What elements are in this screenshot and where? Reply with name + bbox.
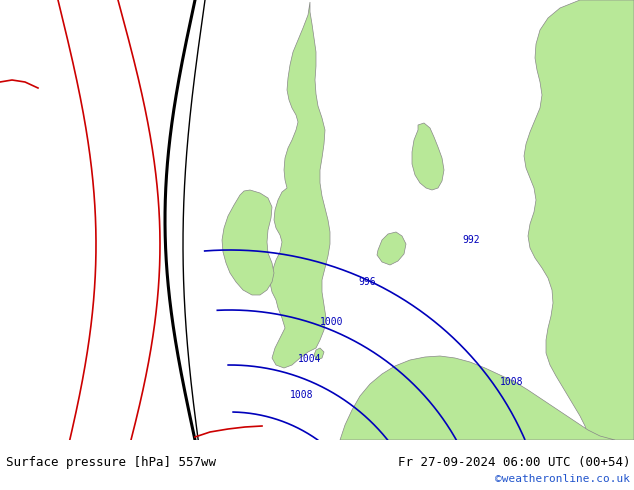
Text: 1000: 1000 bbox=[320, 317, 344, 327]
Text: Fr 27-09-2024 06:00 UTC (00+54): Fr 27-09-2024 06:00 UTC (00+54) bbox=[398, 456, 630, 469]
Text: 992: 992 bbox=[462, 235, 480, 245]
Polygon shape bbox=[222, 190, 274, 295]
Polygon shape bbox=[412, 123, 444, 190]
Polygon shape bbox=[524, 0, 634, 440]
Text: Surface pressure [hPa] 557ww: Surface pressure [hPa] 557ww bbox=[6, 456, 216, 469]
Text: 1008: 1008 bbox=[500, 377, 524, 387]
Polygon shape bbox=[314, 348, 324, 360]
Text: 1008: 1008 bbox=[290, 390, 313, 400]
Text: 996: 996 bbox=[358, 277, 375, 287]
Polygon shape bbox=[377, 232, 406, 265]
Text: ©weatheronline.co.uk: ©weatheronline.co.uk bbox=[495, 474, 630, 484]
Polygon shape bbox=[340, 356, 615, 440]
Text: 1004: 1004 bbox=[298, 354, 321, 364]
Polygon shape bbox=[270, 2, 330, 368]
